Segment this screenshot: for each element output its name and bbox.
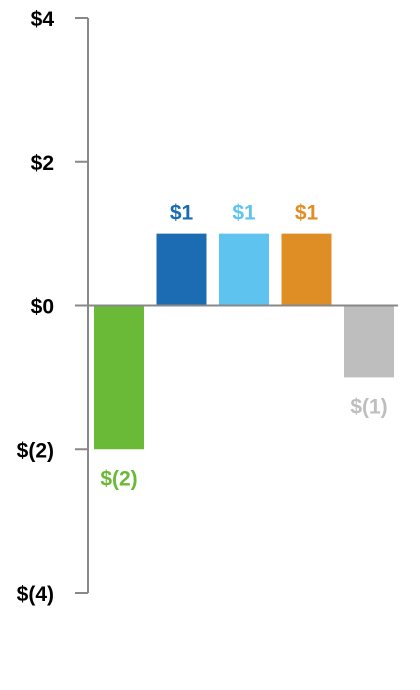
bar xyxy=(156,233,207,306)
bar xyxy=(344,305,394,378)
bar xyxy=(94,305,144,450)
data-label: $1 xyxy=(170,202,194,225)
y-tick-label: $2 xyxy=(31,152,54,175)
y-tick-label: $0 xyxy=(31,296,54,319)
y-tick-label: $4 xyxy=(31,8,55,31)
data-label: $(2) xyxy=(100,467,137,490)
data-label: $(1) xyxy=(350,395,387,418)
y-tick-label: $(4) xyxy=(17,583,54,606)
data-label: $1 xyxy=(295,202,319,225)
data-label: $1 xyxy=(232,202,256,225)
y-tick-label: $(2) xyxy=(17,439,54,462)
bar xyxy=(281,233,332,306)
bar xyxy=(219,233,269,306)
